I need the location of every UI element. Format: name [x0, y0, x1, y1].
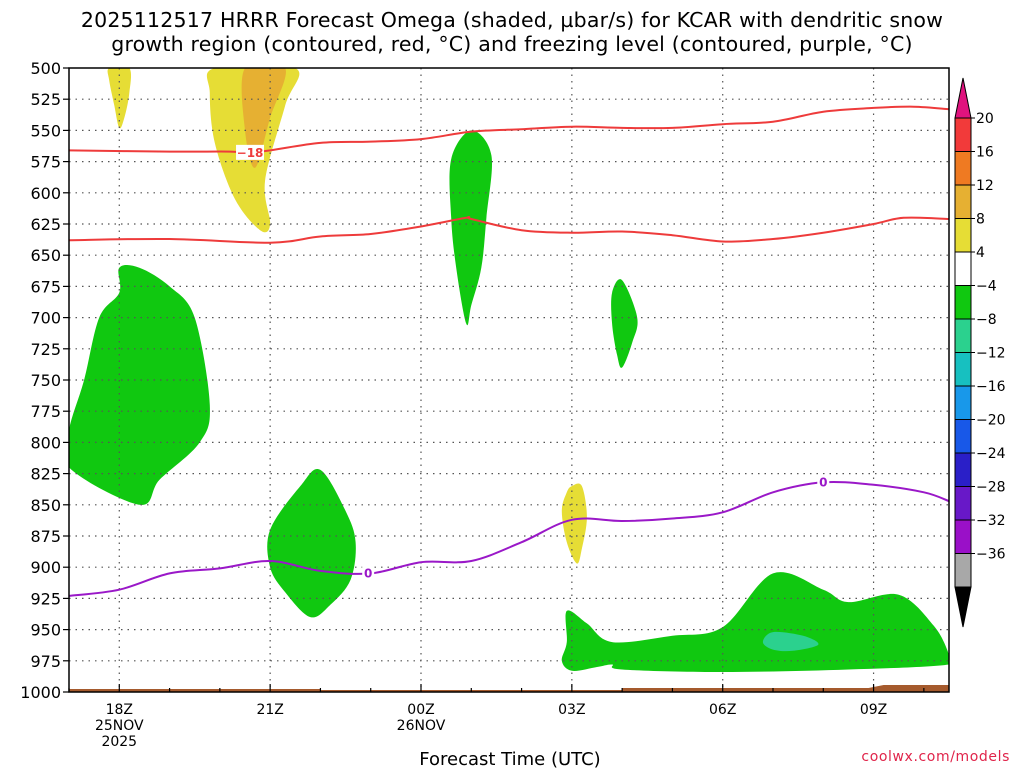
- freezing-level-label: 0: [364, 566, 372, 580]
- colorbar-label: −8: [976, 312, 997, 328]
- colorbar: 20 16 12 8 4 −4 −8 −12 −16 −20 −24 −28 −32 −36: [954, 77, 1006, 628]
- colorbar-bin: [954, 117, 972, 152]
- x-tick-label: 25NOV: [95, 718, 144, 734]
- y-tick-label: 500: [30, 59, 61, 78]
- colorbar-bin: [954, 385, 972, 420]
- y-tick-label: 650: [30, 246, 61, 265]
- y-tick-label: 1000: [20, 683, 61, 702]
- omega-fills: [69, 68, 949, 692]
- colorbar-bin: [954, 553, 972, 588]
- omega-area-3: [561, 483, 587, 564]
- colorbar-bottom-arrow: [954, 586, 972, 628]
- y-tick-label: 525: [30, 90, 61, 109]
- x-tick-label: 00Z: [407, 702, 434, 718]
- y-tick-label: 775: [30, 402, 61, 421]
- omega-area-6: [449, 130, 493, 326]
- terrain-band: [69, 685, 949, 692]
- colorbar-label: −12: [976, 346, 1006, 362]
- colorbar-label: 8: [976, 212, 985, 228]
- omega-area-5: [267, 468, 356, 618]
- y-tick-label: 600: [30, 184, 61, 203]
- colorbar-label: −20: [976, 413, 1006, 429]
- omega-area-7: [611, 279, 638, 368]
- colorbar-label: −24: [976, 446, 1006, 462]
- omega-area-9: [762, 631, 819, 652]
- y-tick-label: 925: [30, 589, 61, 608]
- colorbar-bin: [954, 218, 972, 253]
- colorbar-top-arrow: [954, 77, 972, 119]
- colorbar-label: −4: [976, 279, 997, 295]
- colorbar-bin: [954, 519, 972, 554]
- colorbar-bin: [954, 151, 972, 186]
- colorbar-label: −28: [976, 480, 1006, 496]
- y-axis: 500 525 550 575 600 625 650 675 700 725 750 775 800 8…: [20, 59, 69, 702]
- grid: [69, 68, 949, 692]
- title-line-2: growth region (contoured, red, °C) and f…: [111, 32, 913, 56]
- y-tick-label: 575: [30, 153, 61, 172]
- x-tick-label: 18Z: [106, 702, 133, 718]
- colorbar-label: 16: [976, 145, 994, 161]
- colorbar-label: 20: [976, 111, 994, 127]
- colorbar-bin: [954, 184, 972, 219]
- dgz-contour-label-bg: [236, 144, 265, 160]
- chart-title: 2025112517 HRRR Forecast Omega (shaded, …: [0, 8, 1024, 56]
- title-line-1: 2025112517 HRRR Forecast Omega (shaded, …: [80, 8, 944, 32]
- y-tick-label: 550: [30, 121, 61, 140]
- y-tick-label: 625: [30, 215, 61, 234]
- colorbar-label: −32: [976, 513, 1006, 529]
- y-tick-label: 700: [30, 309, 61, 328]
- contours: −18 0 0: [69, 105, 949, 597]
- x-tick-label: 21Z: [256, 702, 283, 718]
- y-tick-label: 850: [30, 496, 61, 515]
- x-tick-label: 06Z: [709, 702, 736, 718]
- freezing-level-contour-0: [69, 480, 949, 597]
- colorbar-bin: [954, 452, 972, 487]
- y-tick-label: 950: [30, 621, 61, 640]
- dgz-contour-label: −18: [237, 146, 264, 160]
- freezing-level-label: 0: [819, 475, 827, 489]
- colorbar-label: −16: [976, 379, 1006, 395]
- y-tick-label: 975: [30, 652, 61, 671]
- omega-area-4: [69, 264, 210, 505]
- freezing-level-label-bg: [362, 565, 375, 581]
- colorbar-bin: [954, 486, 972, 521]
- y-tick-label: 875: [30, 527, 61, 546]
- omega-area-2: [241, 68, 286, 168]
- credit-text: coolwx.com/models: [861, 749, 1010, 765]
- x-tick-label: 26NOV: [397, 718, 446, 734]
- y-tick-label: 800: [30, 433, 61, 452]
- y-tick-label: 725: [30, 340, 61, 359]
- x-tick-label: 03Z: [558, 702, 585, 718]
- omega-area-0: [107, 68, 132, 129]
- dgz-contour-1: [69, 216, 949, 244]
- colorbar-bin: [954, 352, 972, 387]
- colorbar-bin: [954, 251, 972, 286]
- colorbar-bin: [954, 318, 972, 353]
- y-tick-label: 675: [30, 277, 61, 296]
- y-tick-label: 825: [30, 465, 61, 484]
- x-tick-label: 2025: [101, 734, 137, 750]
- x-axis-title: Forecast Time (UTC): [419, 749, 600, 768]
- colorbar-label: −36: [976, 547, 1006, 563]
- x-tick-label: 09Z: [860, 702, 887, 718]
- colorbar-label: 12: [976, 178, 994, 194]
- freezing-level-label-bg: [817, 474, 830, 490]
- y-tick-label: 900: [30, 558, 61, 577]
- y-tick-label: 750: [30, 371, 61, 390]
- omega-area-8: [561, 572, 949, 672]
- dgz-contour-0: [69, 105, 949, 154]
- colorbar-bin: [954, 419, 972, 454]
- colorbar-label: 4: [976, 245, 985, 261]
- colorbar-bin: [954, 285, 972, 320]
